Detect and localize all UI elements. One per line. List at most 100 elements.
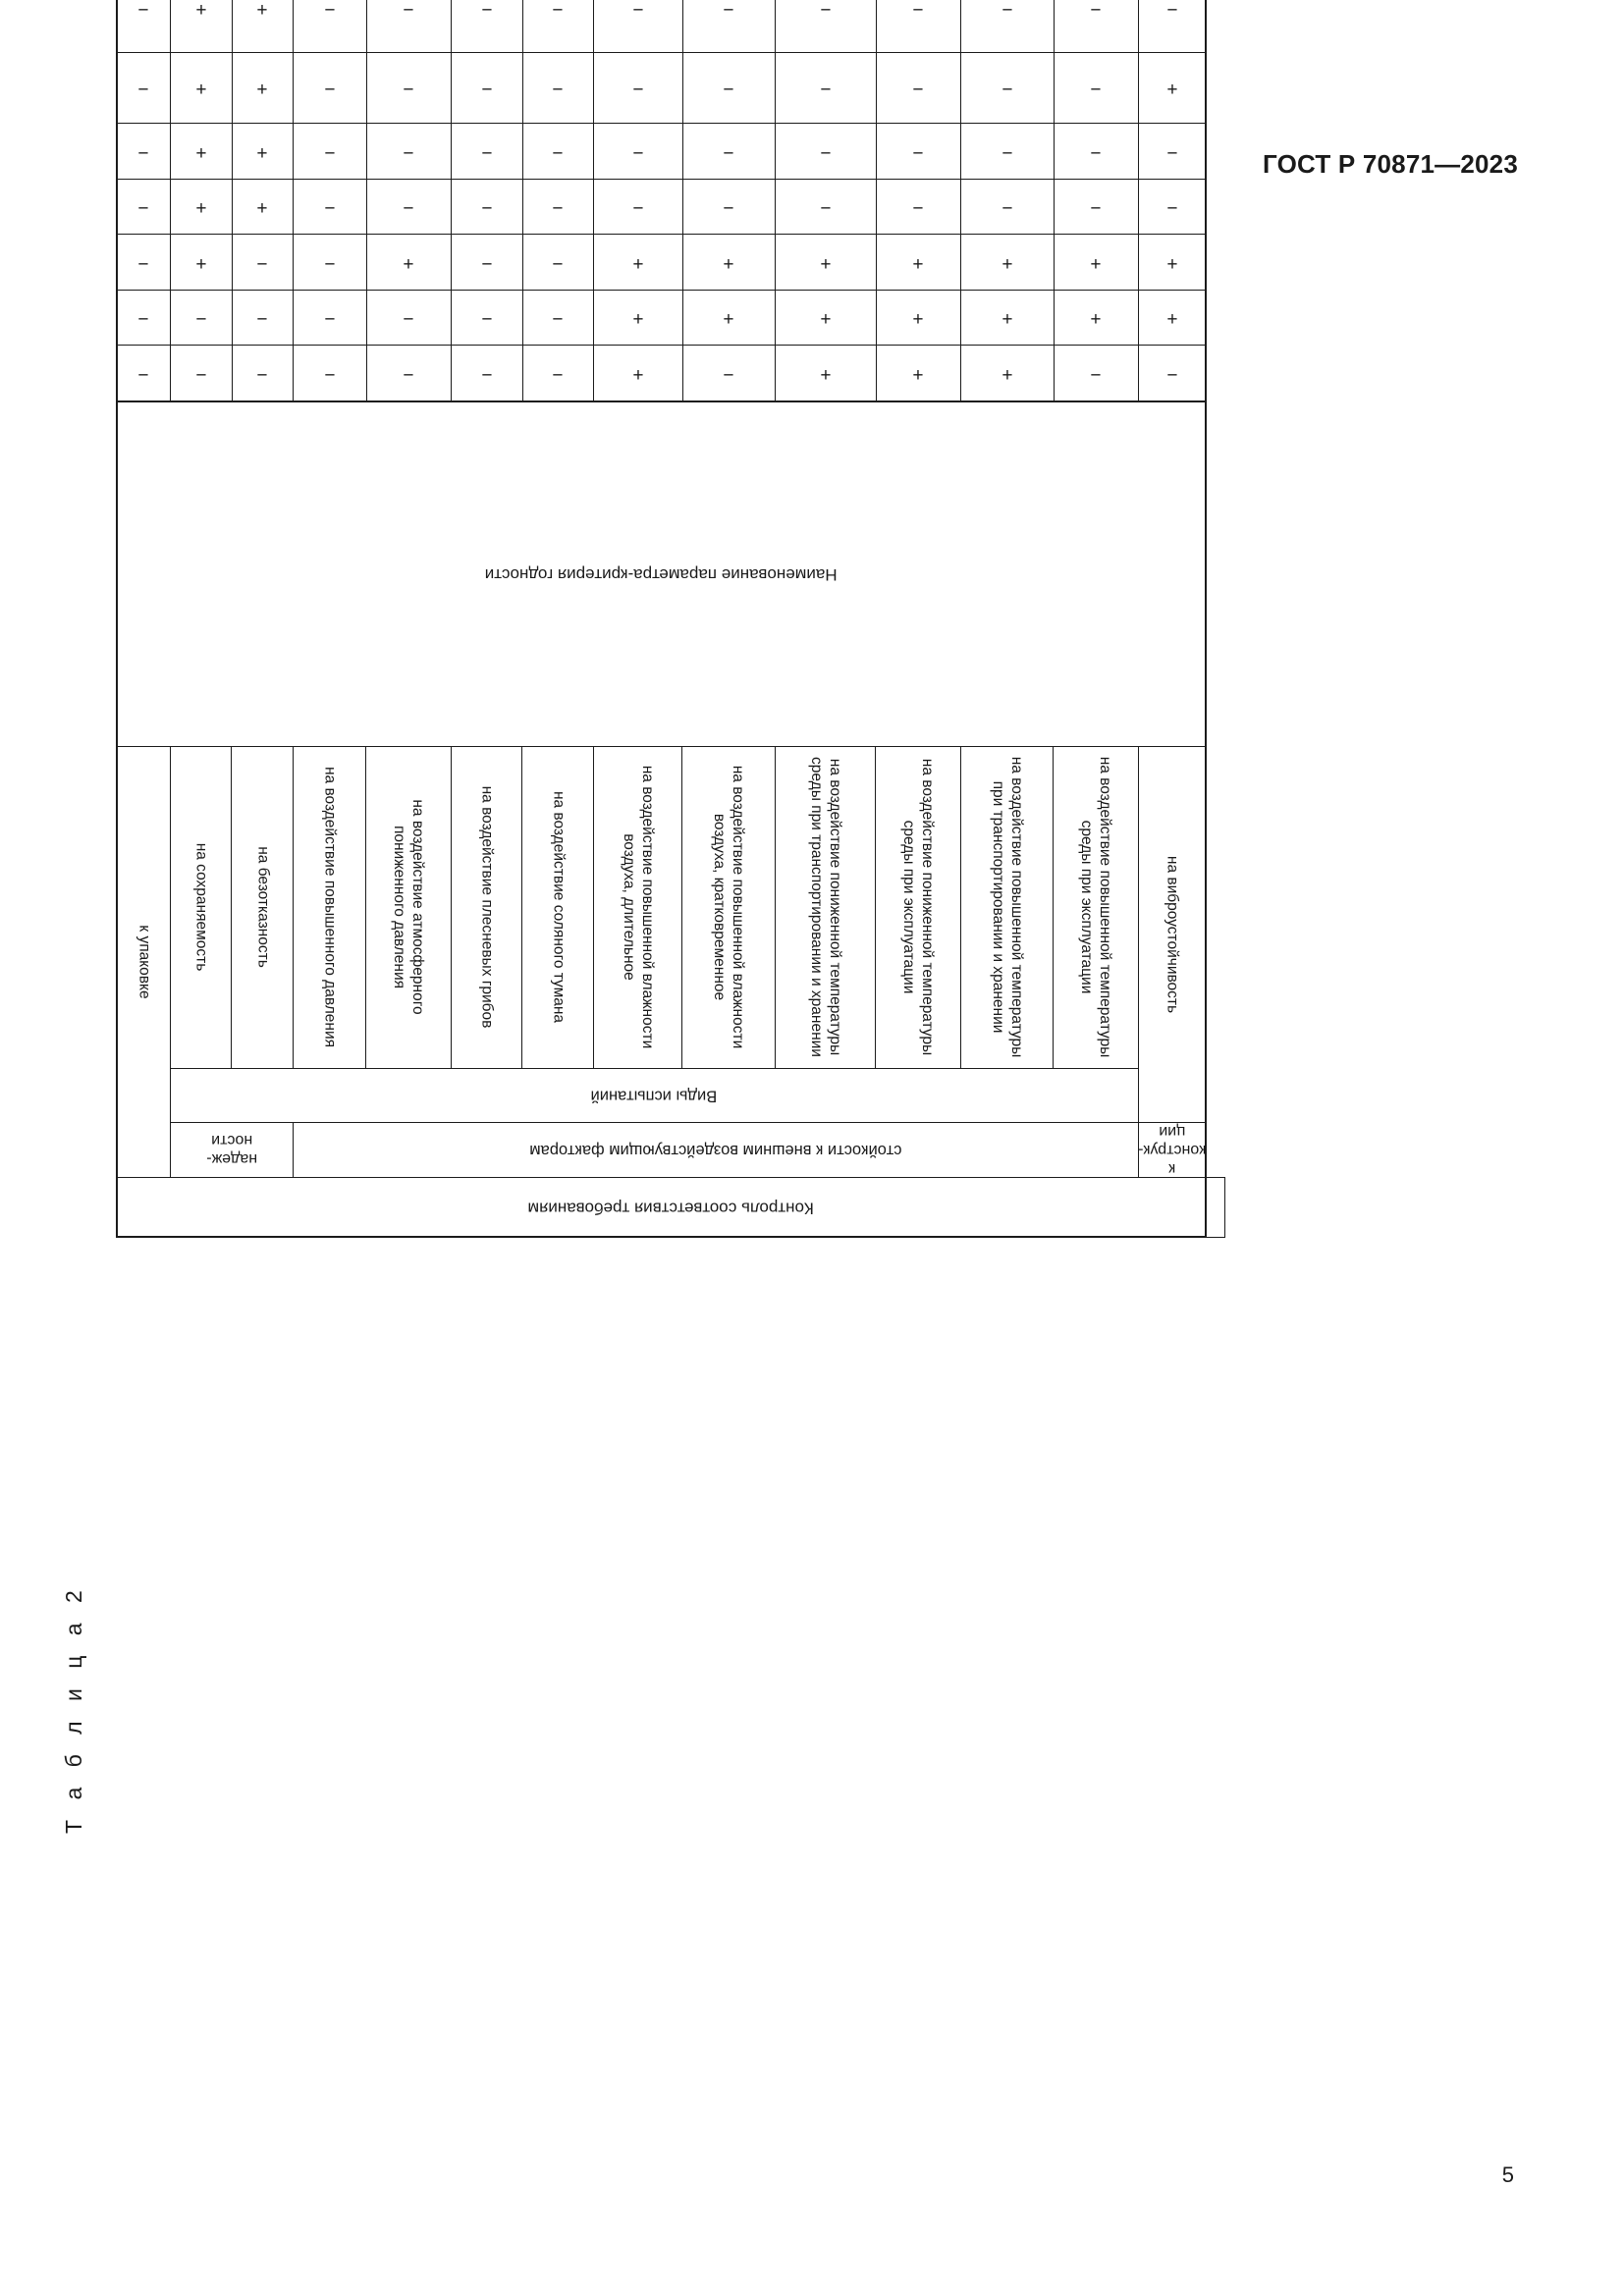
mark-value: + (1090, 251, 1102, 273)
column-header-press_high: на воздействие повышенного давления (292, 745, 367, 1069)
mark-cell: − (292, 344, 367, 401)
mark-value: − (552, 78, 564, 99)
mark-value: + (631, 307, 644, 329)
mark-value: − (552, 362, 564, 384)
mark-cell: − (521, 344, 594, 401)
mark-value: + (723, 251, 734, 273)
mark-cell: − (681, 344, 776, 401)
mark-cell: + (681, 233, 776, 291)
mark-cell: − (450, 233, 523, 291)
mark-value: − (1001, 140, 1013, 162)
mark-value: − (912, 78, 924, 99)
mark-value: − (480, 196, 493, 218)
mark-cell: − (450, 178, 523, 235)
mark-cell: − (681, 122, 776, 180)
mark-value: − (723, 0, 734, 19)
mark-value: − (1165, 196, 1178, 218)
mark-cell: − (681, 51, 776, 124)
mark-cell: − (875, 178, 961, 235)
mark-cell: − (1137, 122, 1207, 180)
mark-cell: − (450, 344, 523, 401)
mark-value: − (137, 307, 149, 329)
label-text: на сохраняемость (192, 842, 210, 972)
mark-cell: − (450, 289, 523, 346)
mark-cell: + (169, 122, 233, 180)
mark-value: + (1165, 251, 1178, 273)
mark-cell: − (1137, 178, 1207, 235)
mark-value: − (1001, 196, 1013, 218)
mark-value: − (819, 140, 832, 162)
mark-cell: − (169, 289, 233, 346)
mark-value: − (1165, 0, 1178, 19)
mark-cell: − (959, 0, 1055, 53)
mark-cell: − (450, 122, 523, 180)
header-group-construction: к конструк- ции (1137, 1121, 1207, 1178)
mark-value: + (256, 196, 268, 218)
mark-value: − (1090, 196, 1102, 218)
mark-cell: − (521, 0, 594, 53)
mark-cell: + (169, 178, 233, 235)
mark-value: − (480, 251, 493, 273)
mark-cell: − (116, 233, 171, 291)
mark-value: − (552, 140, 564, 162)
mark-cell: − (875, 122, 961, 180)
mark-cell: + (592, 233, 683, 291)
mark-value: − (256, 362, 268, 384)
mark-cell: − (592, 51, 683, 124)
column-header-storability: на сохраняемость (169, 745, 233, 1069)
mark-value: − (1165, 140, 1178, 162)
header-group-reliability: надеж- ности (169, 1121, 294, 1178)
mark-cell: + (1137, 289, 1207, 346)
mark-cell: + (231, 122, 294, 180)
mark-value: + (403, 251, 414, 273)
mark-cell: + (1053, 289, 1139, 346)
mark-value: − (323, 362, 336, 384)
table-caption: Т а б л и ц а 2 (61, 1583, 86, 1834)
mark-value: − (1090, 362, 1102, 384)
mark-cell: − (231, 289, 294, 346)
mark-value: + (631, 251, 644, 273)
mark-value: − (1001, 0, 1013, 19)
mark-value: + (256, 140, 268, 162)
mark-cell: − (1053, 344, 1139, 401)
mark-value: − (403, 140, 414, 162)
mark-cell: + (681, 289, 776, 346)
mark-value: − (1165, 362, 1178, 384)
mark-cell: + (774, 344, 877, 401)
mark-cell: + (875, 344, 961, 401)
mark-value: + (194, 0, 207, 19)
mark-value: − (137, 251, 149, 273)
mark-cell: − (365, 178, 452, 235)
mark-value: − (631, 196, 644, 218)
mark-value: + (194, 251, 207, 273)
mark-value: − (137, 78, 149, 99)
column-header-temp_hi_op: на воздействие повышенной температуры ср… (1053, 745, 1139, 1069)
mark-value: − (819, 0, 832, 19)
mark-cell: + (592, 344, 683, 401)
mark-value: + (1165, 307, 1178, 329)
mark-value: + (912, 307, 924, 329)
label-text: на воздействие соляного тумана (550, 790, 568, 1024)
mark-value: + (819, 251, 832, 273)
mark-cell: − (292, 178, 367, 235)
header-group-construction-label: к конструк- ции (1137, 1122, 1207, 1177)
mark-cell: − (292, 289, 367, 346)
mark-value: + (256, 0, 268, 19)
mark-cell: − (592, 122, 683, 180)
mark-cell: + (592, 289, 683, 346)
mark-value: − (323, 251, 336, 273)
mark-value: − (1090, 78, 1102, 99)
mark-cell: − (959, 122, 1055, 180)
mark-cell: − (231, 233, 294, 291)
column-header-salt_fog: на воздействие соляного тумана (521, 745, 594, 1069)
mark-cell: − (959, 51, 1055, 124)
column-header-temp_lo_op: на воздействие пониженной температуры ср… (875, 745, 961, 1069)
mark-cell: − (875, 51, 961, 124)
mark-cell: − (774, 178, 877, 235)
column-header-mould: на воздействие плесневых грибов (450, 745, 523, 1069)
mark-cell: − (875, 0, 961, 53)
mark-cell: − (116, 344, 171, 401)
mark-value: − (912, 196, 924, 218)
mark-value: − (323, 0, 336, 19)
column-header-press_low: на воздействие атмосферного пониженного … (365, 745, 452, 1069)
